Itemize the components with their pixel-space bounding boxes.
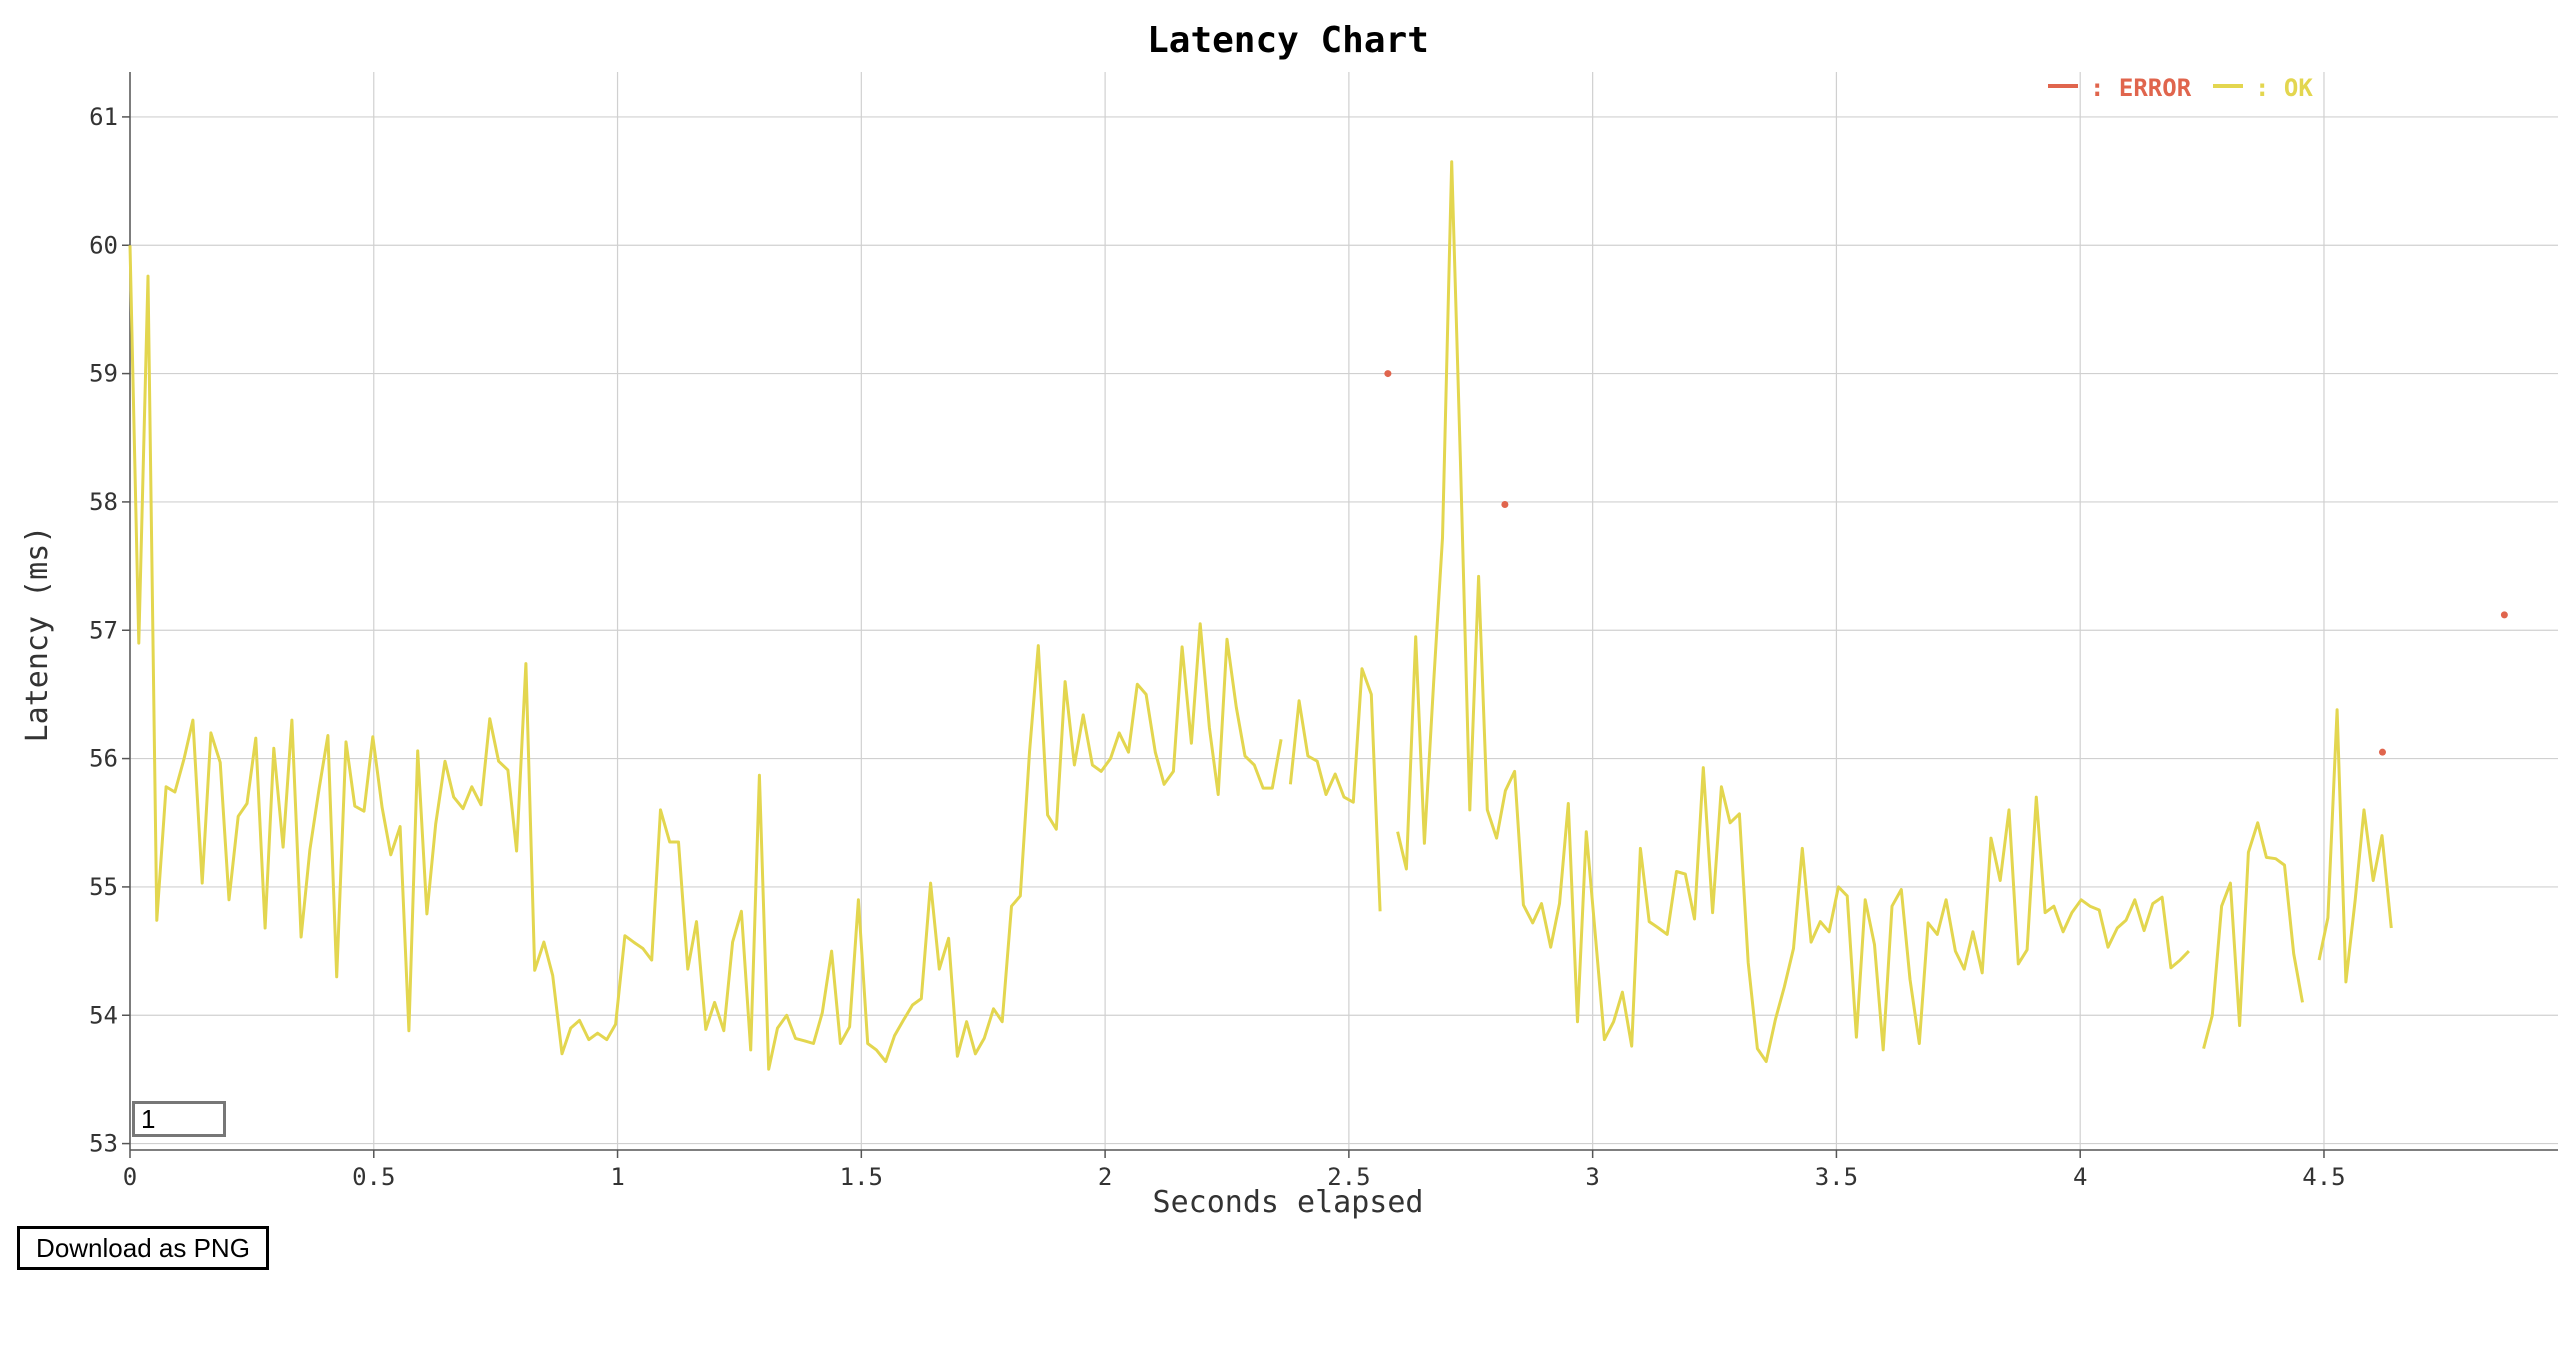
error-point (1501, 500, 1509, 508)
download-png-button[interactable]: Download as PNG (17, 1226, 269, 1270)
tick-labels: 0 0.5 1 1.5 2 2.5 3 3.5 4 4.5 53 54 55 56 57 58 59 60 61 (89, 103, 2346, 1191)
axes (122, 72, 2558, 1158)
x-axis-label: Seconds elapsed (1153, 1185, 1424, 1220)
x-tick-label: 4.5 (2302, 1163, 2345, 1191)
zoom-input[interactable] (132, 1101, 226, 1137)
y-tick-label: 60 (89, 231, 118, 259)
x-tick-label: 2.5 (1327, 1163, 1370, 1191)
ok-line-segment (1288, 667, 1382, 912)
ok-line-segment (128, 245, 1283, 1071)
ok-line-segment (1396, 160, 2190, 1063)
error-point (1384, 370, 1392, 378)
y-tick-label: 57 (89, 616, 118, 644)
legend: : ERROR : OK (2048, 74, 2313, 102)
x-tick-label: 4 (2073, 1163, 2087, 1191)
x-tick-label: 1.5 (840, 1163, 883, 1191)
ok-line-segment (2317, 708, 2393, 984)
x-tick-label: 0.5 (352, 1163, 395, 1191)
legend-label-error: : ERROR (2090, 74, 2192, 102)
x-tick-label: 0 (123, 1163, 137, 1191)
x-tick-label: 3.5 (1815, 1163, 1858, 1191)
y-tick-label: 55 (89, 873, 118, 901)
y-tick-label: 58 (89, 488, 118, 516)
chart-svg: Latency Chart 0 0.5 1 1.5 2 2.5 3 3.5 4 4.5 53 54 55… (20, 20, 2558, 1220)
y-tick-label: 53 (89, 1130, 118, 1158)
y-tick-label: 61 (89, 103, 118, 131)
x-tick-label: 3 (1585, 1163, 1599, 1191)
x-tick-label: 2 (1098, 1163, 1112, 1191)
series-layer (128, 160, 2508, 1071)
y-tick-label: 54 (89, 1001, 118, 1029)
y-tick-label: 59 (89, 360, 118, 388)
y-axis-label: Latency (ms) (20, 526, 55, 743)
ok-line-segment (2202, 821, 2304, 1049)
grid-lines (129, 72, 2558, 1150)
error-point (2500, 611, 2508, 619)
legend-label-ok: : OK (2255, 74, 2313, 102)
error-point (2378, 748, 2386, 756)
y-tick-label: 56 (89, 745, 118, 773)
x-tick-label: 1 (610, 1163, 624, 1191)
chart-title: Latency Chart (1147, 20, 1429, 61)
